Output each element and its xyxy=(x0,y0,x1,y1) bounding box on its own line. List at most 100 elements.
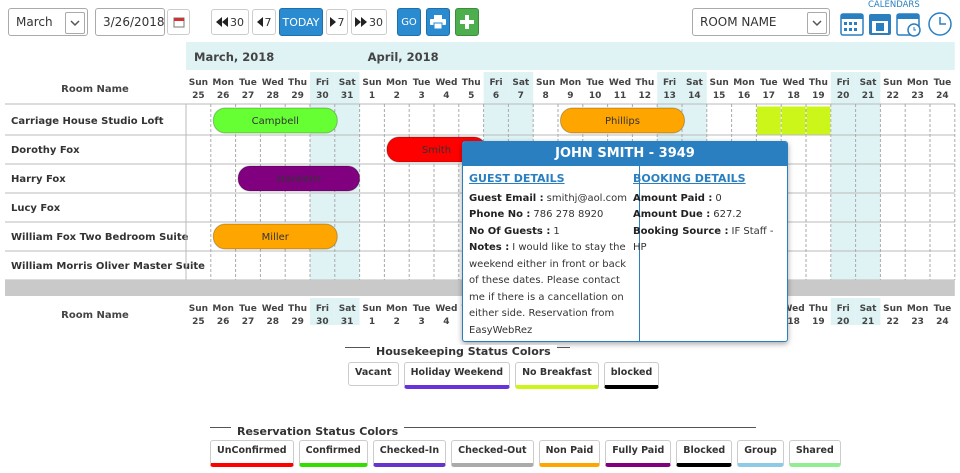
sort-value: ROOM NAME xyxy=(700,15,777,29)
detail-value: 0 xyxy=(715,192,722,204)
day-header-weekday: Mon xyxy=(560,78,582,88)
room-name: William Fox Two Bedroom Suite xyxy=(11,232,189,243)
add-button[interactable] xyxy=(455,8,479,36)
day-header-weekday: Thu xyxy=(462,78,481,88)
day-header-weekday: Tue xyxy=(760,78,778,88)
month-select[interactable]: March xyxy=(8,8,88,36)
go-button[interactable]: GO xyxy=(397,8,421,36)
legend-chip: No Breakfast xyxy=(515,362,599,389)
footer-day-header-weekday: Sat xyxy=(860,304,878,314)
legend-chip: Holiday Weekend xyxy=(403,362,511,389)
sort-select[interactable]: ROOM NAME xyxy=(692,8,830,36)
footer-day-header-weekday: Mon xyxy=(212,304,234,314)
day-header-weekday: Mon xyxy=(212,78,234,88)
day-header-weekday: Fri xyxy=(489,78,502,88)
booking-details: BOOKING DETAILS Amount Paid :0 Amount Due… xyxy=(627,166,787,341)
footer-day-header-day: 3 xyxy=(418,317,424,327)
section-heading: BOOKING DETAILS xyxy=(633,172,746,185)
today-button[interactable]: TODAY xyxy=(279,8,323,36)
legend-chip: Checked-In xyxy=(372,440,447,467)
detail-label: Booking Source : xyxy=(633,225,729,237)
day-header-day: 17 xyxy=(763,91,776,101)
footer-day-header-day: 23 xyxy=(911,317,924,327)
button-label: 30 xyxy=(369,15,383,29)
legend-chip: Shared xyxy=(788,440,841,467)
day-header-day: 19 xyxy=(812,91,825,101)
footer-day-header-weekday: Fri xyxy=(316,304,329,314)
legend-title: Reservation Status Colors xyxy=(231,425,405,438)
footer-day-header-weekday: Mon xyxy=(386,304,408,314)
day-header-weekday: Wed xyxy=(783,78,805,88)
month-view-icon[interactable] xyxy=(840,13,864,36)
day-header-day: 7 xyxy=(518,91,524,101)
print-button[interactable] xyxy=(426,8,450,36)
day-header-day: 27 xyxy=(242,91,255,101)
legend-rule xyxy=(210,427,756,428)
footer-day-header-day: 22 xyxy=(887,317,900,327)
date-value: 3/26/2018 xyxy=(103,15,165,29)
day-header-weekday: Wed xyxy=(435,78,457,88)
legend-chip: Non Paid xyxy=(538,440,601,467)
day-header-day: 4 xyxy=(443,91,449,101)
day-view-icon[interactable] xyxy=(869,14,891,35)
calendar-view-icons xyxy=(840,12,952,37)
popup-title: JOHN SMITH - 3949 xyxy=(463,142,787,166)
footer-day-header-weekday: Tue xyxy=(413,304,431,314)
day-header-day: 29 xyxy=(291,91,304,101)
day-header-day: 18 xyxy=(787,91,800,101)
fast-forward-icon xyxy=(355,17,367,27)
day-header-weekday: Sun xyxy=(710,78,729,88)
day-header-weekday: Thu xyxy=(635,78,654,88)
reservation[interactable]: stanketrr xyxy=(237,165,361,192)
reservation[interactable]: Phillips xyxy=(559,107,685,134)
month-row xyxy=(186,42,955,70)
day-header-weekday: Sat xyxy=(686,78,704,88)
detail-label: Amount Paid : xyxy=(633,192,713,204)
day-header-day: 20 xyxy=(837,91,850,101)
reservation-guest: stanketrr xyxy=(276,174,322,185)
footer-day-header-day: 30 xyxy=(316,317,329,327)
room-name: Dorothy Fox xyxy=(11,145,80,156)
day-header-weekday: Sun xyxy=(883,78,902,88)
reservation-bar xyxy=(212,223,338,250)
day-header-weekday: Fri xyxy=(663,78,676,88)
day-header-day: 8 xyxy=(542,91,548,101)
detail-value: 786 278 8920 xyxy=(533,209,604,220)
reservation[interactable]: Campbell xyxy=(212,107,338,134)
clock-icon[interactable] xyxy=(928,12,952,36)
day-header-weekday: Sun xyxy=(536,78,555,88)
legend-title: Housekeeping Status Colors xyxy=(370,345,557,358)
month-label: March, 2018 xyxy=(194,50,274,64)
day-header-day: 26 xyxy=(217,91,230,101)
day-header-day: 1 xyxy=(369,91,375,101)
reservation[interactable]: Miller xyxy=(212,223,338,250)
reservation-bar xyxy=(237,165,361,192)
legend-chip: Fully Paid xyxy=(605,440,672,467)
print-icon xyxy=(430,15,446,29)
date-picker-button[interactable] xyxy=(167,9,190,35)
back-7-button[interactable]: 7 xyxy=(252,9,276,35)
button-label: 30 xyxy=(230,15,244,29)
schedule-view-icon[interactable] xyxy=(896,13,921,37)
footer-day-header-weekday: Sun xyxy=(189,304,208,314)
footer-day-header-day: 18 xyxy=(787,317,800,327)
date-input[interactable]: 3/26/2018 xyxy=(95,8,165,36)
day-header-weekday: Tue xyxy=(934,78,952,88)
back-30-button[interactable]: 30 xyxy=(211,9,249,35)
day-header-weekday: Mon xyxy=(386,78,408,88)
forward-7-button[interactable]: 7 xyxy=(326,9,348,35)
plus-icon xyxy=(460,15,474,29)
weekend-column xyxy=(334,298,360,325)
button-label: 7 xyxy=(264,15,272,29)
day-header-weekday: Thu xyxy=(809,78,828,88)
detail-label: Guest Email : xyxy=(469,192,544,204)
footer-day-header-day: 27 xyxy=(242,317,255,327)
footer-day-header-weekday: Tue xyxy=(934,304,952,314)
section-heading: GUEST DETAILS xyxy=(469,172,565,185)
day-header-day: 2 xyxy=(394,91,400,101)
day-header-weekday: Wed xyxy=(609,78,631,88)
housekeeping-cell xyxy=(781,106,806,135)
forward-30-button[interactable]: 30 xyxy=(351,9,387,35)
reservation-guest: Miller xyxy=(262,232,290,243)
day-header-weekday: Sun xyxy=(362,78,381,88)
